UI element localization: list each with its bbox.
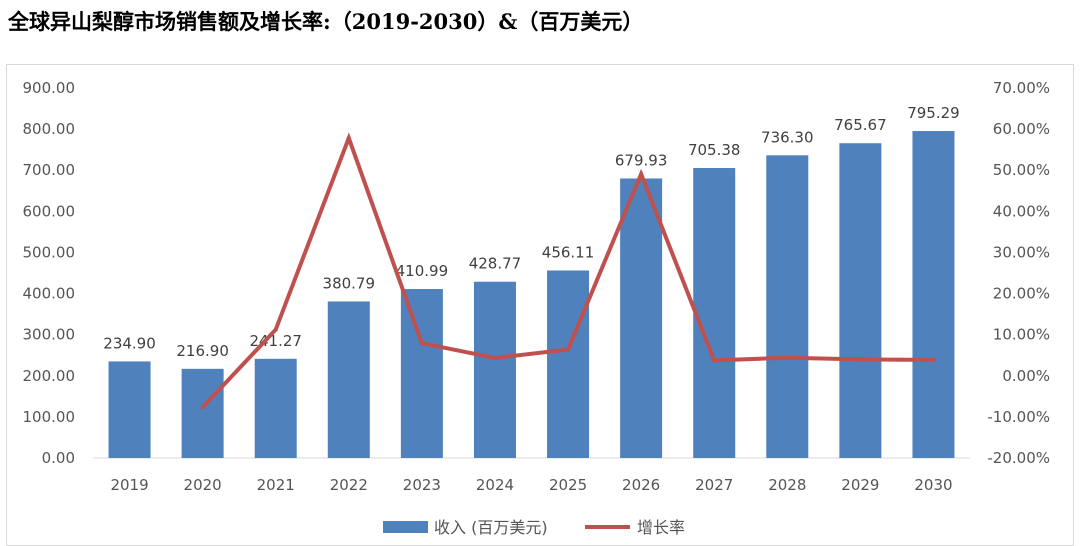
revenue-data-label: 234.90: [103, 334, 156, 352]
right-axis-tick-label: 50.00%: [993, 161, 1050, 179]
left-axis-tick-label: 600.00: [23, 202, 76, 220]
revenue-data-label: 736.30: [761, 128, 814, 146]
right-axis-tick-label: -20.00%: [987, 449, 1050, 467]
revenue-data-label: 456.11: [542, 243, 595, 261]
revenue-bar: [108, 361, 151, 458]
x-axis-tick-label: 2027: [695, 476, 733, 494]
growth-point: [346, 136, 351, 141]
growth-point: [200, 405, 205, 410]
right-axis-tick-label: 60.00%: [993, 120, 1050, 138]
revenue-bar: [547, 270, 590, 458]
x-axis-tick-label: 2022: [330, 476, 368, 494]
revenue-data-label: 410.99: [396, 262, 449, 280]
x-axis-tick-label: 2024: [476, 476, 514, 494]
left-axis-tick-label: 400.00: [23, 285, 76, 303]
x-axis-tick-label: 2029: [841, 476, 879, 494]
growth-point: [566, 347, 571, 352]
x-axis-tick-label: 2030: [914, 476, 952, 494]
revenue-data-label: 795.29: [907, 104, 960, 122]
growth-line-series: [200, 132, 936, 410]
growth-point: [785, 355, 790, 360]
left-y-axis: 0.00 100.00 200.00 300.00 400.00 500.00 600.00…: [23, 79, 76, 467]
revenue-bar: [327, 301, 370, 458]
x-axis-tick-label: 2021: [257, 476, 295, 494]
right-y-axis: -20.00% -10.00% 0.00% 10.00% 20.00% 30.00% 40.…: [987, 79, 1050, 467]
left-axis-tick-label: 300.00: [23, 326, 76, 344]
left-axis-tick-label: 0.00: [42, 449, 75, 467]
right-axis-tick-label: 10.00%: [993, 326, 1050, 344]
revenue-data-label: 705.38: [688, 141, 741, 159]
growth-point: [858, 357, 863, 362]
right-axis-tick-label: 20.00%: [993, 285, 1050, 303]
legend-label-growth: 增长率: [637, 518, 685, 537]
growth-point: [931, 357, 936, 362]
left-axis-tick-label: 100.00: [23, 408, 76, 426]
left-axis-tick-label: 700.00: [23, 161, 76, 179]
left-axis-tick-label: 900.00: [23, 79, 76, 97]
revenue-data-label: 765.67: [834, 116, 887, 134]
growth-point: [419, 341, 424, 346]
revenue-bar: [400, 289, 443, 458]
growth-point: [273, 327, 278, 332]
legend-bar-swatch: [383, 521, 428, 533]
x-axis-tick-label: 2028: [768, 476, 806, 494]
revenue-bar: [766, 155, 809, 458]
growth-point: [712, 358, 717, 363]
left-axis-tick-label: 800.00: [23, 120, 76, 138]
x-axis-tick-label: 2020: [184, 476, 222, 494]
revenue-bar: [620, 178, 663, 459]
x-axis-tick-label: 2025: [549, 476, 587, 494]
chart-title: 全球异山梨醇市场销售额及增长率:（2019-2030）&（百万美元）: [8, 9, 644, 34]
legend-label-revenue: 收入 (百万美元): [434, 518, 548, 537]
revenue-data-label: 380.79: [323, 274, 376, 292]
x-axis-tick-label: 2023: [403, 476, 441, 494]
revenue-data-label: 216.90: [176, 342, 229, 360]
x-axis-tick-label: 2019: [110, 476, 148, 494]
revenue-bar: [912, 131, 955, 459]
revenue-bar: [181, 368, 224, 458]
legend: 收入 (百万美元) 增长率: [383, 518, 685, 537]
x-axis-tick-label: 2026: [622, 476, 660, 494]
right-axis-tick-label: 30.00%: [993, 243, 1050, 261]
right-axis-tick-label: -10.00%: [987, 408, 1050, 426]
right-axis-tick-label: 70.00%: [993, 79, 1050, 97]
right-axis-tick-label: 40.00%: [993, 202, 1050, 220]
growth-point: [492, 355, 497, 360]
revenue-bar: [254, 358, 297, 458]
revenue-data-label: 428.77: [469, 255, 522, 273]
right-axis-tick-label: 0.00%: [1002, 367, 1050, 385]
revenue-bar: [839, 143, 882, 458]
revenue-bar: [473, 281, 516, 458]
left-axis-tick-label: 200.00: [23, 367, 76, 385]
x-axis: 2019 2020 2021 2022 2023 2024 2025 2026 2027 2028…: [93, 457, 970, 494]
growth-point: [639, 172, 644, 177]
revenue-bar: [693, 168, 736, 458]
left-axis-tick-label: 500.00: [23, 243, 76, 261]
revenue-bars: [108, 131, 955, 459]
revenue-data-label: 679.93: [615, 151, 668, 169]
